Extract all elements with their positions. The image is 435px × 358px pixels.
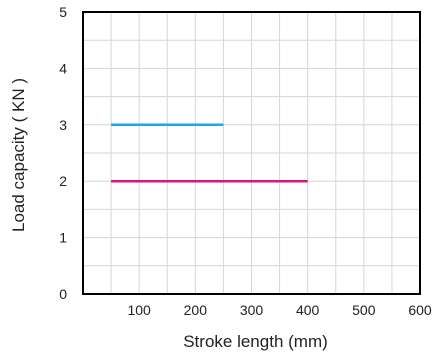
- series-group: [111, 123, 308, 183]
- y-tick-label: 1: [59, 230, 67, 246]
- x-tick-label: 100: [127, 302, 151, 318]
- y-tick-label: 3: [59, 117, 67, 133]
- y-tick-label: 2: [59, 173, 67, 189]
- x-tick-label: 400: [296, 302, 320, 318]
- y-tick-label: 5: [59, 4, 67, 20]
- plot-frame: [82, 11, 421, 295]
- y-tick-labels: 0 1 2 3 4 5: [59, 4, 67, 302]
- x-tick-labels: 100 200 300 400 500 600: [127, 302, 431, 318]
- y-axis-label: Load capacity ( KN ): [9, 78, 28, 232]
- grid: [83, 12, 420, 294]
- x-axis-label: Stroke length (mm): [183, 332, 328, 351]
- x-tick-label: 600: [408, 302, 432, 318]
- x-tick-label: 300: [240, 302, 264, 318]
- x-tick-label: 200: [184, 302, 208, 318]
- y-tick-label: 0: [59, 286, 67, 302]
- y-tick-label: 4: [59, 60, 67, 76]
- x-tick-label: 500: [352, 302, 376, 318]
